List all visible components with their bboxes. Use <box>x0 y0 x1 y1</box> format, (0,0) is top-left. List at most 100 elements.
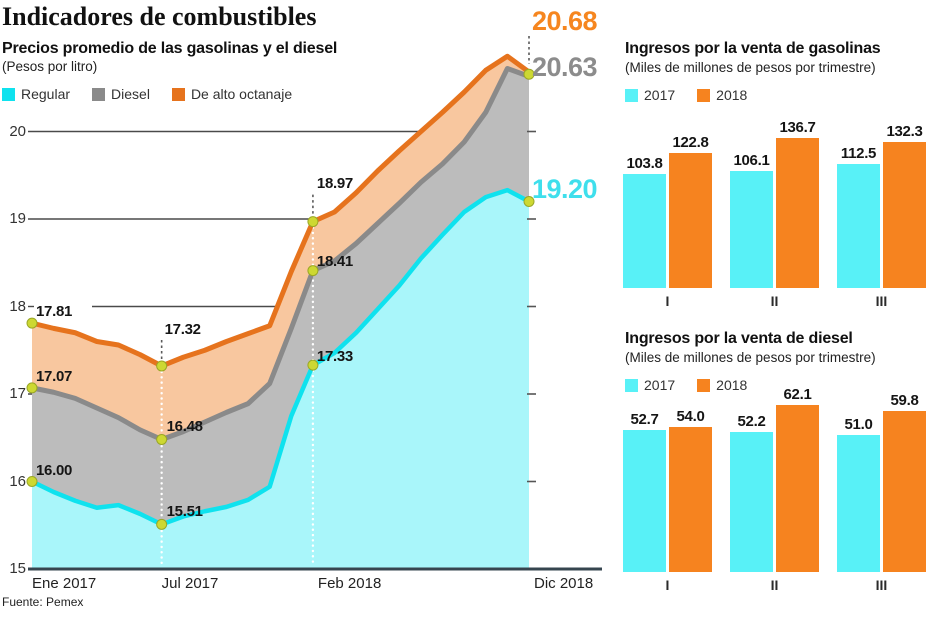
diesel-chart-title: Ingresos por la venta de diesel <box>625 330 853 347</box>
bar-value-label: 112.5 <box>840 145 877 162</box>
2018-swatch-icon <box>697 88 711 102</box>
data-point-dot <box>26 476 38 487</box>
point-value-label: 17.07 <box>36 367 73 385</box>
price-legend-item: De alto octanaje <box>171 86 293 102</box>
x-axis-label: Feb 2018 <box>317 575 382 592</box>
data-point-dot <box>523 68 535 80</box>
point-value-label: 17.81 <box>36 303 73 321</box>
price-legend-item: Diesel <box>92 86 150 102</box>
point-value-label: 18.97 <box>316 174 353 192</box>
legend-label: Regular <box>21 86 71 102</box>
bar-value-label: 122.8 <box>672 134 709 151</box>
gasoline-chart-title: Ingresos por la venta de gasolinas <box>625 40 881 57</box>
bar-legend-item: 2018 <box>697 87 747 103</box>
data-point-dot <box>523 196 535 207</box>
x-axis-label: Dic 2018 <box>534 575 594 592</box>
diesel-line <box>29 66 532 442</box>
2018-bar <box>883 142 926 288</box>
data-point-dot <box>307 265 319 277</box>
2017-bar <box>730 171 773 288</box>
page-title: Indicadores de combustibles <box>2 2 317 31</box>
legend-label: 2017 <box>644 377 676 393</box>
gasoline-revenue-section: Ingresos por la venta de gasolinas (Mile… <box>623 40 929 320</box>
price-area-chart <box>26 36 602 571</box>
bar-value-label: 132.3 <box>886 123 923 140</box>
y-axis-tick-label: 19 <box>9 210 26 227</box>
y-axis-tick-label: 15 <box>9 560 26 577</box>
gasoline-chart-subtitle: (Miles de millones de pesos por trimestr… <box>625 60 876 75</box>
point-value-label: 18.41 <box>316 252 353 270</box>
legend-label: 2017 <box>644 87 676 103</box>
data-point-dot <box>307 359 319 371</box>
bar-value-label: 51.0 <box>844 416 873 433</box>
data-point-dot <box>26 317 38 329</box>
bar-value-label: 62.1 <box>783 386 812 403</box>
bar-value-label: 136.7 <box>779 119 816 136</box>
legend-label: 2018 <box>716 87 748 103</box>
price-chart-title: Precios promedio de las gasolinas y el d… <box>2 40 338 57</box>
regular-area <box>32 190 529 569</box>
series-end-value-label: 19.20 <box>532 174 598 204</box>
point-value-label: 16.48 <box>166 417 203 435</box>
bar-legend-item: 2017 <box>625 87 675 103</box>
data-point-dot <box>307 216 319 228</box>
gasoline-bar-plot: 103.8 122.8 I 106.1 136.7 II 112.5 132.3 III <box>623 119 929 309</box>
2017-bar <box>837 435 880 572</box>
2018-bar <box>669 427 712 572</box>
x-axis-label: Jul 2017 <box>161 575 219 592</box>
legend-label: De alto octanaje <box>190 86 293 102</box>
legend-label: Diesel <box>111 86 150 102</box>
gasoline-chart-legend: 2017 2018 <box>625 87 747 103</box>
de-alto-octanaje-swatch-icon <box>171 87 185 101</box>
2017-bar <box>837 164 880 288</box>
bar-value-label: 54.0 <box>676 408 705 425</box>
2017-bar <box>623 174 666 288</box>
x-axis-label: Ene 2017 <box>32 575 97 592</box>
diesel-swatch-icon <box>92 87 106 101</box>
quarter-label: III <box>875 293 888 309</box>
diesel-chart-legend: 2017 2018 <box>625 377 747 393</box>
quarter-label: II <box>770 577 779 593</box>
2017-bar <box>730 432 773 572</box>
de-alto-octanaje-line <box>29 53 532 369</box>
y-axis-tick-label: 18 <box>9 297 26 315</box>
bar-value-label: 59.8 <box>890 392 919 409</box>
quarter-label: I <box>665 293 670 309</box>
bar-legend-item: 2017 <box>625 377 675 393</box>
point-value-label: 17.32 <box>164 321 201 338</box>
series-end-value-label: 20.68 <box>532 6 598 36</box>
price-legend-item: Regular <box>2 86 70 102</box>
2017-bar <box>623 430 666 572</box>
regular-line <box>29 187 532 527</box>
2018-bar <box>776 138 819 288</box>
quarter-label: II <box>770 293 779 309</box>
series-end-value-label: 20.63 <box>532 52 598 82</box>
2017-swatch-icon <box>625 378 638 392</box>
price-chart-legend: Regular Diesel De alto octanaje <box>2 86 292 102</box>
y-axis-tick-label: 20 <box>9 122 26 140</box>
octane-area <box>32 56 529 440</box>
legend-label: 2018 <box>716 377 748 393</box>
quarter-label: I <box>665 577 670 593</box>
2018-swatch-icon <box>697 378 711 392</box>
bar-value-label: 106.1 <box>733 152 770 169</box>
diesel-bar-plot: 52.7 54.0 I 52.2 62.1 II 51.0 59.8 III <box>623 386 929 593</box>
data-point-dot <box>26 382 38 394</box>
diesel-area <box>32 68 529 525</box>
regular-swatch-icon <box>2 87 15 101</box>
quarter-label: III <box>875 577 888 593</box>
point-value-label: 17.33 <box>316 348 353 366</box>
diesel-revenue-section: Ingresos por la venta de diesel (Miles d… <box>623 330 929 610</box>
diesel-chart-subtitle: (Miles de millones de pesos por trimestr… <box>625 350 876 365</box>
data-point-dot <box>156 434 168 445</box>
data-point-dot <box>156 518 168 530</box>
point-value-label: 15.51 <box>166 503 203 521</box>
y-axis-tick-label: 17 <box>9 385 26 402</box>
2017-swatch-icon <box>625 88 638 102</box>
bar-legend-item: 2018 <box>697 377 747 393</box>
y-axis-tick-label: 16 <box>9 472 26 490</box>
bar-value-label: 52.7 <box>630 411 659 428</box>
2018-bar <box>776 405 819 572</box>
data-point-dot <box>156 360 168 372</box>
